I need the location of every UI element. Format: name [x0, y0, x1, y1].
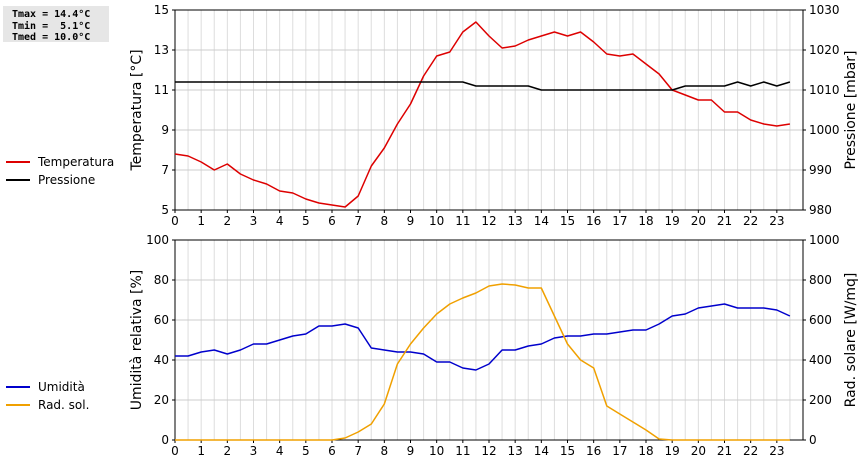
x-tick-label: 14: [534, 444, 549, 458]
x-tick-label: 0: [171, 214, 179, 228]
y2-tick-label: 200: [809, 393, 832, 407]
x-tick-label: 17: [612, 444, 627, 458]
x-tick-label: 8: [381, 444, 389, 458]
stats-box: Tmax = 14.4°C Tmin = 5.1°C Tmed = 10.0°C: [3, 6, 109, 43]
y-tick-label: 100: [146, 233, 169, 247]
x-tick-label: 23: [769, 214, 784, 228]
stat-tmed: Tmed = 10.0°C: [12, 32, 91, 43]
series-line-1: [174, 21, 791, 208]
x-tick-label: 19: [665, 214, 680, 228]
y-tick-label: 40: [154, 353, 169, 367]
x-tick-label: 7: [354, 444, 362, 458]
x-tick-label: 9: [407, 214, 415, 228]
x-tick-label: 5: [302, 444, 310, 458]
x-tick-label: 14: [534, 214, 549, 228]
x-tick-label: 15: [560, 444, 575, 458]
x-tick-label: 0: [171, 444, 179, 458]
x-tick-label: 9: [407, 444, 415, 458]
x-tick-label: 2: [224, 214, 232, 228]
x-tick-label: 18: [638, 444, 653, 458]
y-tick-label: 15: [154, 3, 169, 17]
x-tick-label: 11: [455, 444, 470, 458]
x-tick-label: 1: [197, 214, 205, 228]
x-tick-label: 3: [250, 214, 258, 228]
legend-label: Rad. sol.: [38, 398, 89, 412]
series-line-2: [175, 81, 791, 91]
chart-1: 0 1 2 3 4 5 6 7 8 9 10 11 12 13 14 15 16 17 18 19 20 21 22 2357…: [6, 3, 859, 228]
y2-tick-label: 1010: [809, 83, 840, 97]
y2-tick-label: 980: [809, 203, 832, 217]
x-tick-label: 22: [743, 214, 758, 228]
y-tick-label: 13: [154, 43, 169, 57]
x-tick-label: 16: [586, 214, 601, 228]
x-tick-label: 7: [354, 214, 362, 228]
y-tick-label: 20: [154, 393, 169, 407]
y-tick-label: 5: [161, 203, 169, 217]
x-tick-label: 22: [743, 444, 758, 458]
x-tick-label: 11: [455, 214, 470, 228]
x-tick-label: 16: [586, 444, 601, 458]
y-tick-label: 9: [161, 123, 169, 137]
y-axis-label: Temperatura [°C]: [129, 49, 145, 171]
x-tick-label: 18: [638, 214, 653, 228]
x-tick-label: 3: [250, 444, 258, 458]
stat-tmin: Tmin = 5.1°C: [12, 20, 91, 32]
legend-label: Temperatura: [37, 155, 114, 169]
y2-axis-label: Pressione [mbar]: [843, 50, 859, 169]
x-tick-label: 10: [429, 214, 444, 228]
y2-tick-label: 0: [809, 433, 817, 447]
x-tick-label: 12: [481, 444, 496, 458]
y2-tick-label: 1000: [809, 233, 840, 247]
x-tick-label: 13: [508, 214, 523, 228]
legend-label: Pressione: [38, 173, 95, 187]
x-tick-label: 4: [276, 214, 284, 228]
series-line-1: [175, 303, 791, 371]
x-tick-label: 20: [691, 214, 706, 228]
y2-tick-label: 1020: [809, 43, 840, 57]
y-tick-label: 80: [154, 273, 169, 287]
x-tick-label: 12: [481, 214, 496, 228]
legend-label: Umidità: [38, 380, 85, 394]
x-tick-label: 20: [691, 444, 706, 458]
x-tick-label: 8: [381, 214, 389, 228]
y-tick-label: 7: [161, 163, 169, 177]
x-tick-label: 2: [224, 444, 232, 458]
x-tick-label: 5: [302, 214, 310, 228]
y2-tick-label: 1030: [809, 3, 840, 17]
x-tick-label: 6: [328, 444, 336, 458]
y2-tick-label: 1000: [809, 123, 840, 137]
x-tick-label: 15: [560, 214, 575, 228]
x-tick-label: 21: [717, 214, 732, 228]
y2-tick-label: 400: [809, 353, 832, 367]
x-tick-label: 1: [197, 444, 205, 458]
chart-2: 0 1 2 3 4 5 6 7 8 9 10 11 12 13 14 15 16 17 18 19 20 21 22 2302…: [6, 233, 859, 458]
y-tick-label: 11: [154, 83, 169, 97]
x-tick-label: 19: [665, 444, 680, 458]
x-tick-label: 23: [769, 444, 784, 458]
stat-tmax: Tmax = 14.4°C: [12, 9, 91, 20]
x-tick-label: 10: [429, 444, 444, 458]
x-tick-label: 13: [508, 444, 523, 458]
y-tick-label: 60: [154, 313, 169, 327]
series-line-2: [175, 283, 790, 441]
y2-tick-label: 800: [809, 273, 832, 287]
x-tick-label: 6: [328, 214, 336, 228]
x-tick-label: 4: [276, 444, 284, 458]
y2-tick-label: 990: [809, 163, 832, 177]
y2-tick-label: 600: [809, 313, 832, 327]
x-tick-label: 17: [612, 214, 627, 228]
x-tick-label: 21: [717, 444, 732, 458]
y-tick-label: 0: [161, 433, 169, 447]
y2-axis-label: Rad. solare [W/mq]: [843, 273, 859, 408]
y-axis-label: Umidità relativa [%]: [129, 270, 145, 411]
